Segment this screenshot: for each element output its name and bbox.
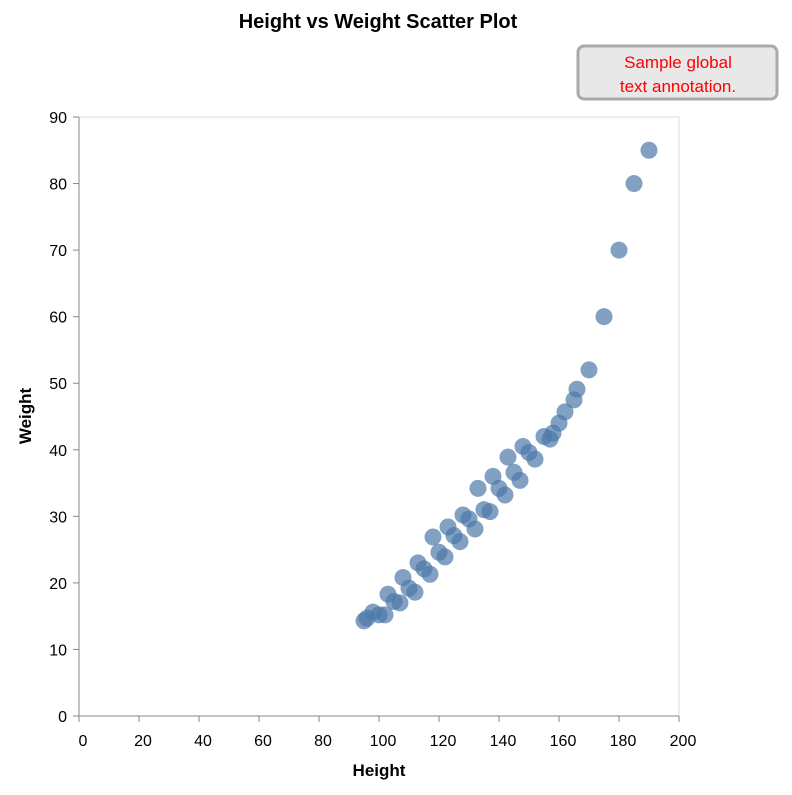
x-tick-label: 60 [254,733,272,750]
annotation-box: Sample global text annotation. [576,44,779,101]
y-axis-title: Weight [16,387,35,444]
y-tick-label: 30 [49,509,67,526]
data-point [610,241,628,259]
y-tick-label: 40 [49,443,67,460]
x-tick-label: 120 [430,733,457,750]
annotation-background [576,44,779,101]
data-point [496,486,514,504]
y-axis-ticks: 0 10 20 30 40 50 60 70 80 90 [49,110,79,726]
data-point [595,308,613,326]
data-points [355,141,658,630]
data-point [526,450,544,468]
data-point [436,548,454,566]
y-tick-label: 10 [49,642,67,659]
y-tick-label: 70 [49,243,67,260]
data-point [406,583,424,601]
data-point [466,520,484,538]
data-point [556,403,574,421]
data-point [451,533,469,551]
data-point [376,606,394,624]
data-point [424,528,442,546]
data-point [391,594,409,612]
data-point [625,175,643,193]
x-tick-label: 80 [314,733,332,750]
x-tick-label: 140 [490,733,517,750]
data-point [580,361,598,379]
data-point [568,380,586,398]
data-point [640,141,658,159]
data-point [421,565,439,583]
x-tick-label: 100 [370,733,397,750]
x-tick-label: 20 [134,733,152,750]
data-point [499,448,517,466]
y-tick-label: 90 [49,110,67,127]
annotation-line-2: text annotation. [620,77,736,96]
x-tick-label: 200 [670,733,697,750]
x-axis-ticks: 0 20 40 60 80 100 120 140 160 180 200 [78,716,697,750]
chart-title: Height vs Weight Scatter Plot [239,11,518,33]
y-tick-label: 60 [49,310,67,327]
data-point [469,479,487,497]
x-tick-label: 40 [194,733,212,750]
data-point [481,503,499,521]
annotation-line-1: Sample global [624,53,732,72]
y-tick-label: 0 [58,709,67,726]
x-tick-label: 0 [79,733,88,750]
y-tick-label: 50 [49,376,67,393]
x-tick-label: 180 [610,733,637,750]
data-point [511,471,529,489]
x-tick-label: 160 [550,733,577,750]
y-tick-label: 80 [49,177,67,194]
x-axis-title: Height [353,761,406,780]
plot-frame [78,116,680,717]
y-tick-label: 20 [49,576,67,593]
